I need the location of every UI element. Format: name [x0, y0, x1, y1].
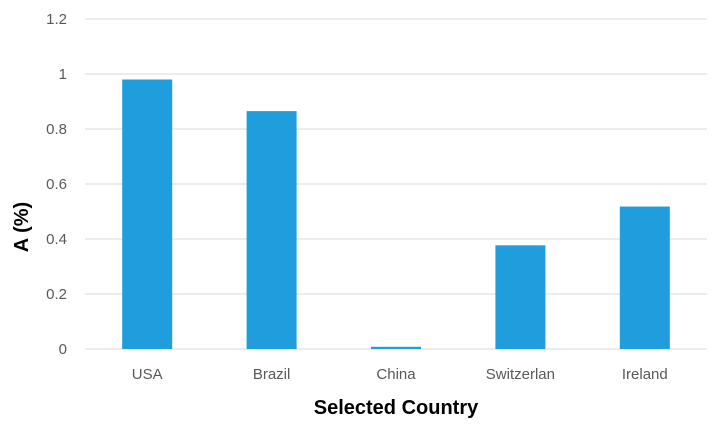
bars: [122, 79, 670, 349]
bar-brazil: [246, 111, 297, 349]
y-tick-label: 0.8: [46, 121, 67, 138]
x-tick-label: USA: [132, 366, 163, 383]
x-tick-label: China: [376, 366, 416, 383]
y-tick-label: 1.2: [46, 11, 67, 28]
x-tick-label: Ireland: [622, 366, 668, 383]
y-tick-label: 0.6: [46, 176, 67, 193]
x-axis-title: Selected Country: [314, 397, 479, 419]
y-tick-label: 0.2: [46, 286, 67, 303]
gridlines: [85, 18, 707, 350]
y-tick-label: 0.4: [46, 231, 67, 248]
y-axis-title: A (%): [11, 202, 33, 252]
y-tick-label: 0: [59, 341, 67, 358]
x-tick-label: Brazil: [253, 366, 291, 383]
bar-china: [371, 346, 421, 349]
x-axis-ticks: USA Brazil China Switzerlan Ireland: [132, 366, 668, 383]
y-axis-ticks: 0 0.2 0.4 0.6 0.8 1 1.2: [46, 11, 67, 358]
bar-switzerlan: [495, 245, 546, 349]
bar-ireland: [619, 206, 670, 349]
x-tick-label: Switzerlan: [486, 366, 555, 383]
y-tick-label: 1: [59, 66, 67, 83]
bar-usa: [122, 79, 173, 349]
